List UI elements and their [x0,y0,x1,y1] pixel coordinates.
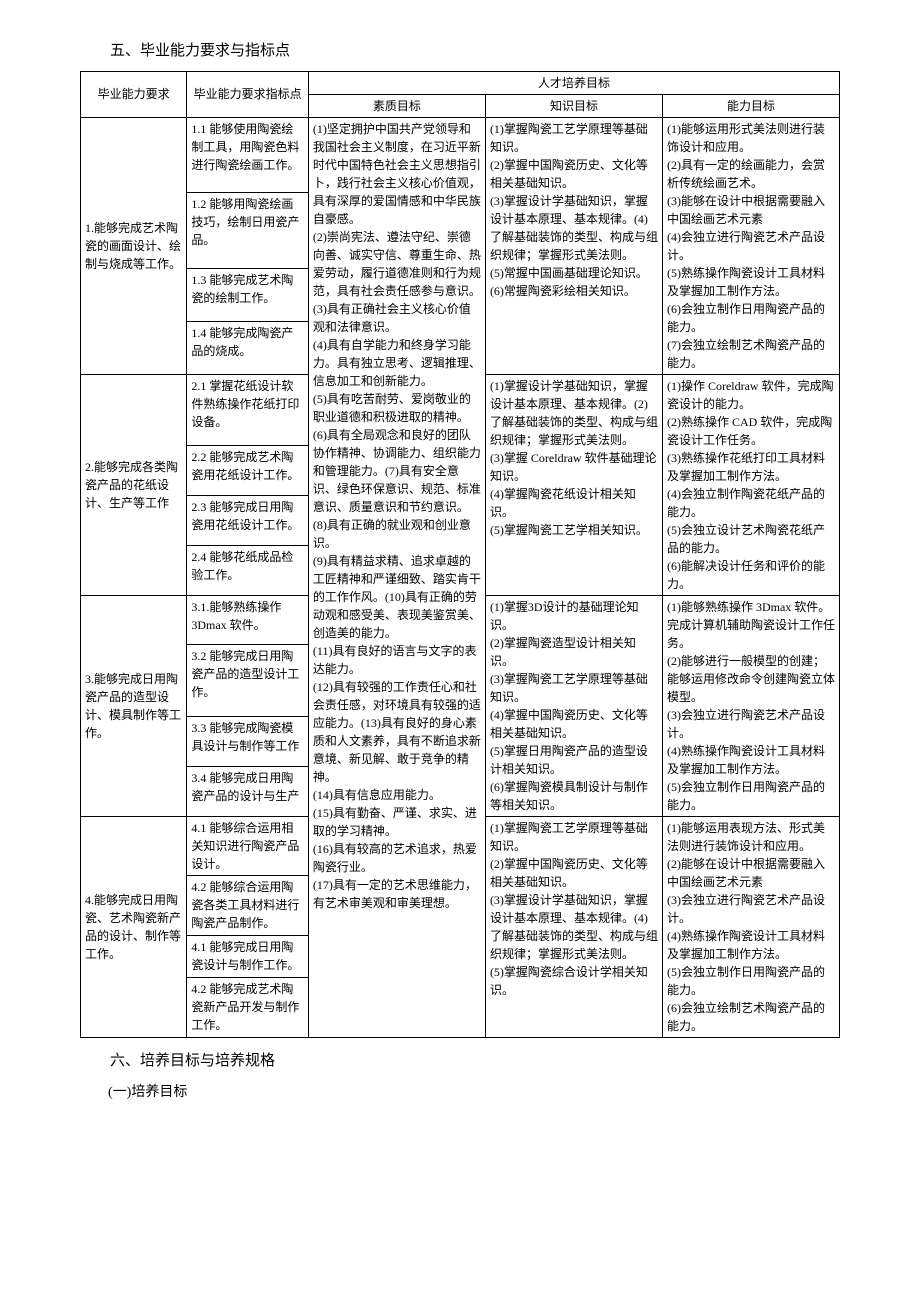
cell-goal2: (1)掌握3D设计的基础理论知识。 (2)掌握陶瓷造型设计相关知识。 (3)掌握… [485,595,662,816]
cell-goal3: (1)能够熟练操作 3Dmax 软件。完成计算机辅助陶瓷设计工作任务。 (2)能… [662,595,839,816]
cell-indicator: 4.2 能够综合运用陶瓷各类工具材料进行陶瓷产品制作。 [187,876,309,936]
cell-indicator: 2.4 能够花纸成品检验工作。 [187,545,309,595]
cell-goal2: (1)掌握陶瓷工艺学原理等基础知识。 (2)掌握中国陶瓷历史、文化等相关基础知识… [485,117,662,374]
cell-indicator: 3.4 能够完成日用陶瓷产品的设计与生产 [187,766,309,816]
cell-indicator: 1.4 能够完成陶瓷产品的烧成。 [187,321,309,374]
cell-indicator: 1.3 能够完成艺术陶瓷的绘制工作。 [187,269,309,322]
cell-indicator: 4.1 能够完成日用陶瓷设计与制作工作。 [187,936,309,978]
cell-indicator: 1.1 能够使用陶瓷绘制工具，用陶瓷色料进行陶瓷绘画工作。 [187,117,309,193]
heading-5: 五、毕业能力要求与指标点 [80,40,840,63]
cell-indicator: 4.1 能够综合运用相关知识进行陶瓷产品设计。 [187,816,309,876]
th-goals-group: 人才培养目标 [308,71,839,94]
cell-goal3: (1)能够运用形式美法则进行装饰设计和应用。 (2)具有一定的绘画能力，会赏析传… [662,117,839,374]
cell-requirement: 1.能够完成艺术陶瓷的画面设计、绘制与烧成等工作。 [81,117,187,374]
graduation-ability-table: 毕业能力要求 毕业能力要求指标点 人才培养目标 素质目标 知识目标 能力目标 1… [80,71,840,1038]
cell-indicator: 2.1 掌握花纸设计软件熟练操作花纸打印设备。 [187,374,309,446]
table-row: 1.能够完成艺术陶瓷的画面设计、绘制与烧成等工作。1.1 能够使用陶瓷绘制工具，… [81,117,840,193]
table-body: 1.能够完成艺术陶瓷的画面设计、绘制与烧成等工作。1.1 能够使用陶瓷绘制工具，… [81,117,840,1037]
cell-indicator: 3.3 能够完成陶瓷模具设计与制作等工作 [187,716,309,766]
cell-indicator: 3.2 能够完成日用陶瓷产品的造型设计工作。 [187,645,309,717]
th-goal1: 素质目标 [308,94,485,117]
subheading-6-1: (一)培养目标 [80,1082,840,1103]
cell-goal1: (1)坚定拥护中国共产党领导和我国社会主义制度，在习近平新时代中国特色社会主义思… [308,117,485,1037]
cell-requirement: 2.能够完成各类陶瓷产品的花纸设计、生产等工作 [81,374,187,595]
heading-6: 六、培养目标与培养规格 [80,1050,840,1073]
cell-goal2: (1)掌握设计学基础知识，掌握设计基本原理、基本规律。(2)了解基础装饰的类型、… [485,374,662,595]
cell-indicator: 1.2 能够用陶瓷绘画技巧，绘制日用瓷产品。 [187,193,309,269]
th-goal3: 能力目标 [662,94,839,117]
cell-indicator: 2.3 能够完成日用陶瓷用花纸设计工作。 [187,495,309,545]
th-req: 毕业能力要求 [81,71,187,117]
cell-goal3: (1)操作 Coreldraw 软件，完成陶瓷设计的能力。 (2)熟练操作 CA… [662,374,839,595]
cell-indicator: 2.2 能够完成艺术陶瓷用花纸设计工作。 [187,446,309,496]
cell-goal3: (1)能够运用表现方法、形式美法则进行装饰设计和应用。 (2)能够在设计中根据需… [662,816,839,1037]
th-ind: 毕业能力要求指标点 [187,71,309,117]
th-goal2: 知识目标 [485,94,662,117]
cell-indicator: 4.2 能够完成艺术陶瓷新产品开发与制作工作。 [187,977,309,1037]
cell-indicator: 3.1.能够熟练操作 3Dmax 软件。 [187,595,309,645]
cell-requirement: 4.能够完成日用陶瓷、艺术陶瓷新产品的设计、制作等工作。 [81,816,187,1037]
cell-goal2: (1)掌握陶瓷工艺学原理等基础知识。 (2)掌握中国陶瓷历史、文化等相关基础知识… [485,816,662,1037]
cell-requirement: 3.能够完成日用陶瓷产品的造型设计、模具制作等工作。 [81,595,187,816]
